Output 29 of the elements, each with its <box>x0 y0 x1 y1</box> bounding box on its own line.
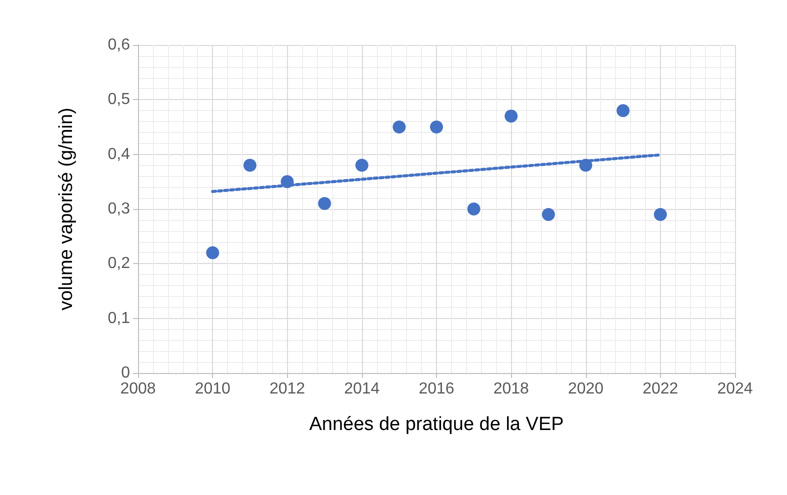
point <box>318 197 332 210</box>
x-axis-title: Années de pratique de la VEP <box>309 414 564 435</box>
point <box>542 208 555 221</box>
x-tick-label: 2012 <box>269 380 306 398</box>
y-tick-label: 0,6 <box>108 36 130 54</box>
x-tick-label: 2022 <box>642 380 678 398</box>
x-tick-label: 2008 <box>120 380 156 398</box>
y-tick-label: 0,5 <box>108 91 130 108</box>
point <box>392 120 406 134</box>
x-tick-label: 2014 <box>344 380 380 398</box>
y-tick-label: 0,4 <box>108 146 130 163</box>
point <box>206 246 220 260</box>
y-axis-title: volume vaporisé (g/min) <box>56 108 77 310</box>
y-tick-label: 0,1 <box>108 310 130 327</box>
x-tick-label: 2024 <box>717 380 753 398</box>
x-tick-label: 2020 <box>568 380 604 398</box>
point <box>504 110 518 123</box>
y-tick-label: 0,2 <box>108 255 130 272</box>
point <box>430 120 443 134</box>
point <box>467 202 480 216</box>
x-tick-label: 2016 <box>418 380 454 398</box>
y-tick-label: 0 <box>121 364 130 382</box>
point <box>616 104 630 118</box>
point <box>654 208 667 221</box>
point <box>243 158 256 172</box>
y-tick-label: 0,3 <box>108 200 130 218</box>
x-tick-label: 2010 <box>194 380 231 398</box>
point <box>355 158 368 172</box>
x-tick-label: 2018 <box>493 380 530 398</box>
